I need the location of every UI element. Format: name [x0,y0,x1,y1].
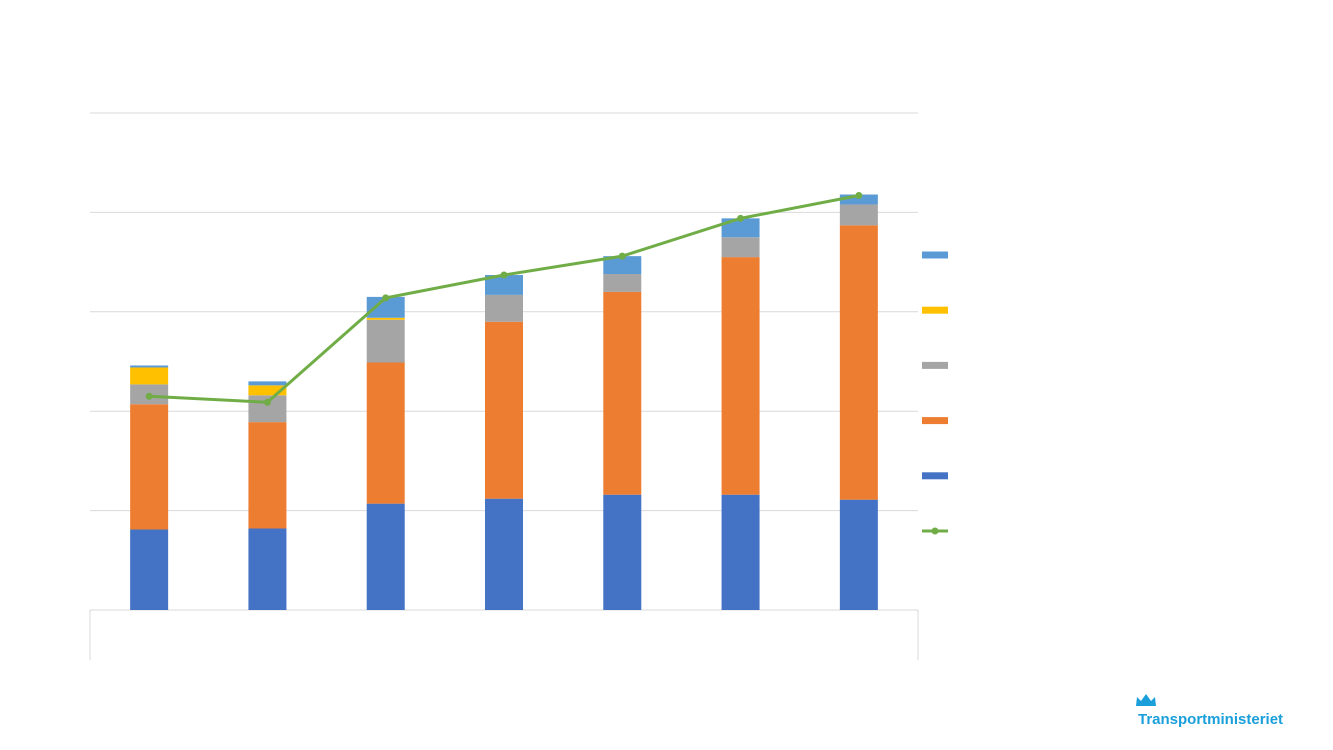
bar-segment [130,404,169,530]
bar-segment [721,494,760,610]
bar-segment [603,256,642,275]
line-marker [737,214,745,222]
bar-segment [603,291,642,495]
line-marker [618,252,626,260]
legend-swatch [922,251,948,259]
bar-segment [839,225,878,500]
bar-segment [366,362,405,504]
bar-segment [485,294,523,322]
bar-segment [721,257,760,495]
bar-segment [485,321,523,499]
bar-segment [248,381,287,386]
logo-crown [1136,694,1156,706]
bar-segment [721,218,760,238]
legend-swatch [922,472,948,480]
bar-segment [721,237,760,258]
bar-segment [248,528,287,610]
line-marker [855,192,863,200]
bar-segment [485,498,523,610]
logo: Transportministeriet [1136,694,1283,728]
line-marker [263,398,271,406]
bar-segment [248,422,287,529]
legend-swatch [922,417,948,425]
bar-segment [603,494,642,610]
bar-segment [839,194,878,205]
line-marker [382,294,390,302]
bar-segment [366,296,405,318]
legend-swatch [931,527,939,535]
bar-segment [839,499,878,610]
logo-text: Transportministeriet [1138,711,1283,728]
bar-segment [366,317,405,320]
legend-swatch [922,306,948,314]
legend-swatch [922,361,948,369]
bar-segment [603,274,642,292]
line-marker [145,392,153,400]
bar-segment [130,367,169,385]
bar-segment [130,529,169,610]
bar-segment [130,365,169,368]
bar-segment [366,319,405,363]
bar-segment [839,204,878,226]
bar-segment [248,385,287,396]
bar-segment [485,275,523,295]
line-marker [500,271,508,279]
bar-segment [366,503,405,610]
